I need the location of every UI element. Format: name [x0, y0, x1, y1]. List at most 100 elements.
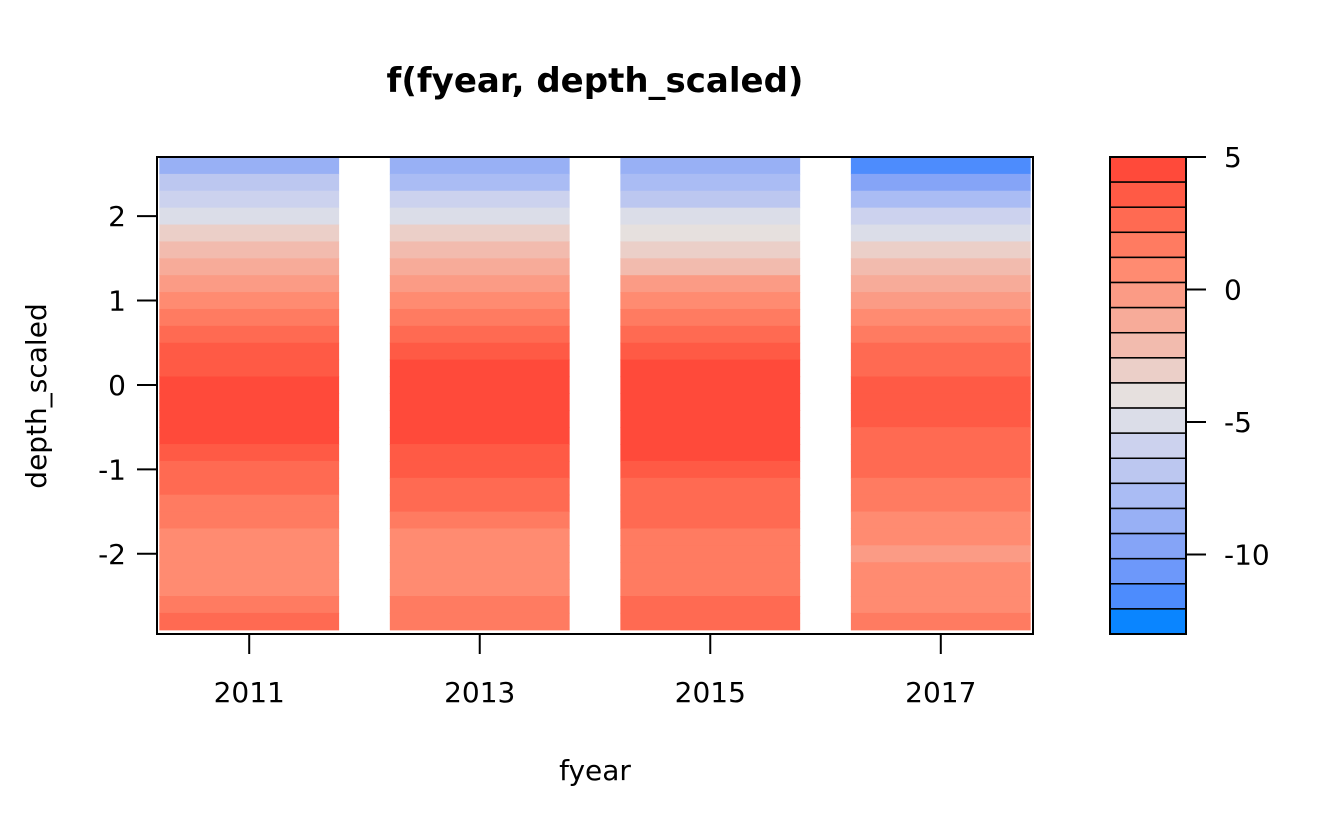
heatmap-cell: [620, 612, 801, 631]
heatmap-cell: [850, 545, 1031, 563]
colorbar-swatch: [1109, 608, 1187, 635]
x-axis-label: fyear: [559, 754, 631, 787]
heatmap-cell: [159, 545, 340, 563]
heatmap-cell: [850, 275, 1031, 293]
heatmap-cell: [389, 528, 570, 546]
heatmap-cell: [389, 427, 570, 445]
colorbar-swatch: [1109, 532, 1187, 560]
heatmap-cells: [159, 157, 1031, 631]
heatmap-cell: [389, 612, 570, 631]
heatmap-cell: [620, 511, 801, 530]
colorbar-swatch: [1109, 357, 1187, 384]
heatmap-cell: [850, 207, 1031, 226]
colorbar-swatch: [1109, 206, 1187, 234]
colorbar: 5 0 -5 -10: [1109, 141, 1270, 635]
heatmap-cell: [389, 494, 570, 513]
chart-title: f(fyear, depth_scaled): [387, 61, 804, 101]
colorbar-swatch: [1109, 382, 1187, 409]
heatmap-cell: [159, 308, 340, 327]
heatmap-cell: [620, 325, 801, 344]
heatmap-cell: [620, 359, 801, 378]
heatmap-cell: [389, 258, 570, 276]
heatmap-cell: [159, 258, 340, 276]
heatmap-cell: [620, 393, 801, 411]
heatmap-cell: [850, 444, 1031, 462]
heatmap-cell: [620, 173, 801, 192]
heatmap-cell: [159, 173, 340, 192]
y-tick-label: -2: [98, 538, 126, 571]
heatmap-cell: [620, 596, 801, 614]
heatmap-cell: [159, 562, 340, 580]
heatmap-cell: [389, 224, 570, 243]
heatmap-cell: [850, 190, 1031, 209]
x-tick-label: 2011: [214, 676, 285, 709]
heatmap-cell: [620, 528, 801, 546]
heatmap-cell: [850, 173, 1031, 192]
colorbar-tick-label: 5: [1224, 141, 1242, 174]
heatmap-cell: [850, 410, 1031, 428]
y-tick-label: 0: [108, 369, 126, 402]
heatmap-cell: [389, 207, 570, 226]
colorbar-swatch: [1109, 256, 1187, 284]
colorbar-swatch: [1109, 583, 1187, 610]
heatmap-cell: [389, 173, 570, 192]
heatmap-cell: [159, 241, 340, 259]
heatmap-cell: [159, 190, 340, 209]
colorbar-swatch: [1109, 181, 1187, 208]
heatmap-cell: [850, 528, 1031, 546]
heatmap-cell: [850, 427, 1031, 445]
heatmap-cell: [620, 376, 801, 394]
y-axis: -2 -1 0 1 2: [98, 200, 157, 571]
heatmap-cell: [850, 596, 1031, 614]
heatmap-cell: [850, 241, 1031, 259]
y-tick-label: 2: [108, 200, 126, 233]
heatmap-cell: [159, 444, 340, 462]
heatmap-cell: [620, 410, 801, 428]
heatmap-cell: [159, 494, 340, 513]
x-tick-label: 2015: [675, 676, 746, 709]
heatmap-cell: [159, 207, 340, 226]
heatmap-cell: [389, 308, 570, 327]
heatmap-cell: [620, 579, 801, 597]
heatmap-cell: [620, 258, 801, 276]
heatmap-cell: [159, 596, 340, 614]
heatmap-cell: [850, 342, 1031, 361]
heatmap-cell: [159, 224, 340, 243]
plot-frame: [156, 156, 1034, 635]
heatmap-cell: [850, 224, 1031, 243]
colorbar-swatch: [1109, 482, 1187, 510]
heatmap-cell: [620, 460, 801, 479]
heatmap-cell: [389, 241, 570, 259]
heatmap-cell: [620, 562, 801, 580]
colorbar-swatch: [1109, 507, 1187, 535]
heatmap-cell: [620, 275, 801, 293]
heatmap-cell: [389, 410, 570, 428]
colorbar-tick-label: 0: [1224, 274, 1242, 307]
heatmap-cell: [620, 427, 801, 445]
colorbar-frame: [1109, 156, 1187, 635]
heatmap-cell: [850, 562, 1031, 580]
heatmap-cell: [389, 342, 570, 361]
y-tick-label: 1: [108, 285, 126, 318]
heatmap-cell: [620, 494, 801, 513]
heatmap-cell: [620, 207, 801, 226]
heatmap-cell: [159, 275, 340, 293]
heatmap-cell: [389, 393, 570, 411]
colorbar-swatch: [1109, 407, 1187, 434]
heatmap-cell: [620, 292, 801, 310]
heatmap-cell: [620, 241, 801, 259]
heatmap-cell: [620, 308, 801, 327]
heatmap-cell: [159, 477, 340, 496]
heatmap-cell: [620, 444, 801, 462]
heatmap-cell: [850, 292, 1031, 310]
heatmap-cell: [389, 545, 570, 563]
heatmap-cell: [389, 477, 570, 496]
heatmap-cell: [389, 157, 570, 175]
heatmap-cell: [389, 359, 570, 378]
heatmap-cell: [159, 427, 340, 445]
colorbar-tick-label: -10: [1224, 539, 1270, 572]
heatmap-cell: [850, 376, 1031, 394]
heatmap-cell: [850, 157, 1031, 175]
colorbar-swatch: [1109, 156, 1187, 183]
